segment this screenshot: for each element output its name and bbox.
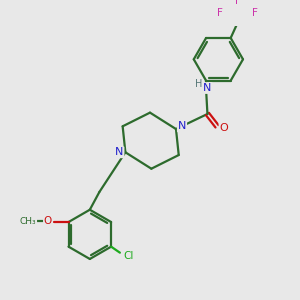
Text: CH₃: CH₃ — [20, 217, 36, 226]
Text: F: F — [235, 0, 241, 6]
Text: Cl: Cl — [123, 251, 133, 261]
Text: F: F — [252, 8, 258, 18]
Text: N: N — [178, 121, 186, 131]
Text: N: N — [115, 147, 124, 157]
Text: F: F — [217, 8, 223, 18]
Text: H: H — [195, 80, 202, 89]
Text: O: O — [220, 124, 228, 134]
Text: O: O — [44, 217, 52, 226]
Text: N: N — [203, 83, 211, 93]
